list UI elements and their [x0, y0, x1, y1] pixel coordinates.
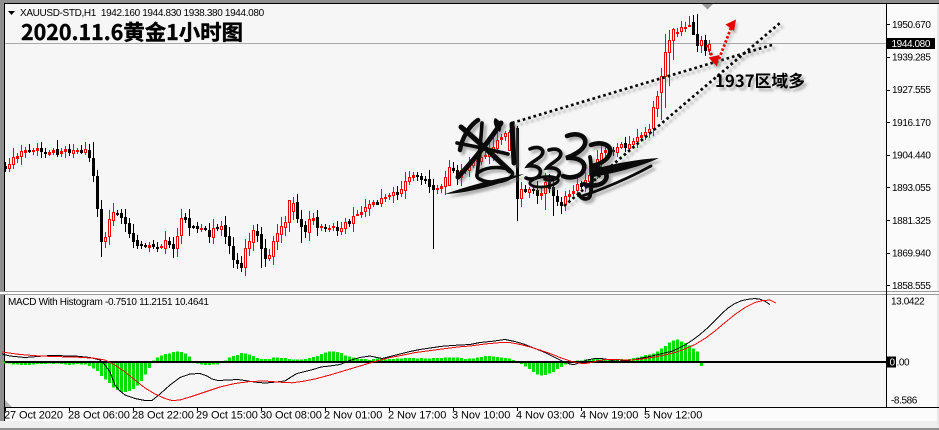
svg-text:0: 0 [890, 358, 896, 369]
svg-text:1939.285: 1939.285 [892, 53, 931, 64]
svg-text:1916.170: 1916.170 [892, 118, 931, 129]
svg-text:1950.670: 1950.670 [892, 20, 931, 31]
svg-text:27 Oct 2020: 27 Oct 2020 [4, 410, 63, 422]
svg-text:30 Oct 08:00: 30 Oct 08:00 [260, 410, 322, 422]
svg-text:.00: .00 [897, 358, 911, 369]
svg-text:4 Nov 19:00: 4 Nov 19:00 [580, 410, 638, 422]
svg-text:28 Oct 22:00: 28 Oct 22:00 [132, 410, 194, 422]
svg-text:28 Oct 06:00: 28 Oct 06:00 [68, 410, 130, 422]
svg-text:1944.080: 1944.080 [892, 39, 931, 50]
svg-text:13.0422: 13.0422 [891, 297, 925, 308]
svg-text:4 Nov 03:00: 4 Nov 03:00 [516, 410, 574, 422]
svg-text:1881.325: 1881.325 [892, 216, 931, 227]
svg-text:MACD With Histogram -0.7510 11: MACD With Histogram -0.7510 11.2151 10.4… [8, 297, 209, 308]
svg-text:1858.555: 1858.555 [892, 281, 931, 292]
svg-text:2 Nov 17:00: 2 Nov 17:00 [388, 410, 446, 422]
svg-text:5 Nov 12:00: 5 Nov 12:00 [644, 410, 702, 422]
svg-text:29 Oct 15:00: 29 Oct 15:00 [196, 410, 258, 422]
svg-text:1869.940: 1869.940 [892, 248, 931, 259]
svg-text:2 Nov 01:00: 2 Nov 01:00 [324, 410, 382, 422]
svg-text:-8.586: -8.586 [891, 396, 918, 407]
svg-text:1927.555: 1927.555 [892, 85, 931, 96]
svg-text:XAUUSD-STD,H1 1942.160 1944.8: XAUUSD-STD,H1 1942.160 1944.830 1938.380… [20, 8, 265, 19]
svg-text:1893.055: 1893.055 [892, 183, 931, 194]
svg-text:3 Nov 10:00: 3 Nov 10:00 [452, 410, 510, 422]
svg-text:1904.440: 1904.440 [892, 151, 931, 162]
